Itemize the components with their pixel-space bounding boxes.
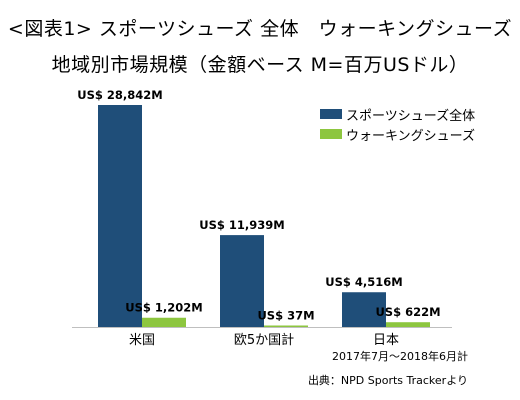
category-label-us: 米国 (129, 333, 155, 348)
legend-label-sports: スポーツシューズ全体 (346, 108, 476, 124)
legend-label-walking: ウォーキングシューズ (346, 128, 475, 144)
source-note: 出典：NPD Sports Trackerより (307, 374, 468, 387)
chart-title-line1: <図表1> スポーツシューズ 全体 ウォーキングシューズ (7, 18, 513, 40)
data-label-walking-us: US$ 1,202M (125, 301, 202, 315)
data-label-sports-japan: US$ 4,516M (325, 275, 402, 289)
category-label-eu5: 欧5か国計 (234, 332, 294, 348)
bar-walking-eu5 (264, 325, 308, 327)
bar-sports-japan (342, 292, 386, 327)
legend: スポーツシューズ全体 ウォーキングシューズ (320, 104, 475, 144)
bar-sports-us (98, 105, 142, 327)
period-note: 2017年7月～2018年6月計 (332, 350, 468, 363)
bar-sports-eu5 (220, 235, 264, 327)
data-label-sports-us: US$ 28,842M (77, 88, 162, 102)
data-label-walking-eu5: US$ 37M (257, 309, 314, 323)
data-label-walking-japan: US$ 622M (375, 305, 440, 319)
bar-walking-us (142, 317, 186, 327)
labels-group: US$ 28,842M US$ 1,202M 米国 US$ 11,939M US$ 37… (77, 88, 440, 348)
legend-swatch-walking (320, 129, 342, 139)
bar-walking-japan (386, 322, 430, 327)
legend-item-sports: スポーツシューズ全体 (320, 104, 475, 124)
legend-item-walking: ウォーキングシューズ (320, 124, 475, 144)
bars-group (98, 105, 430, 327)
category-label-japan: 日本 (373, 333, 399, 348)
chart-title-line2: 地域別市場規模（金額ベース M=百万USドル） (51, 54, 469, 76)
legend-swatch-sports (320, 109, 342, 119)
data-label-sports-eu5: US$ 11,939M (199, 218, 284, 232)
